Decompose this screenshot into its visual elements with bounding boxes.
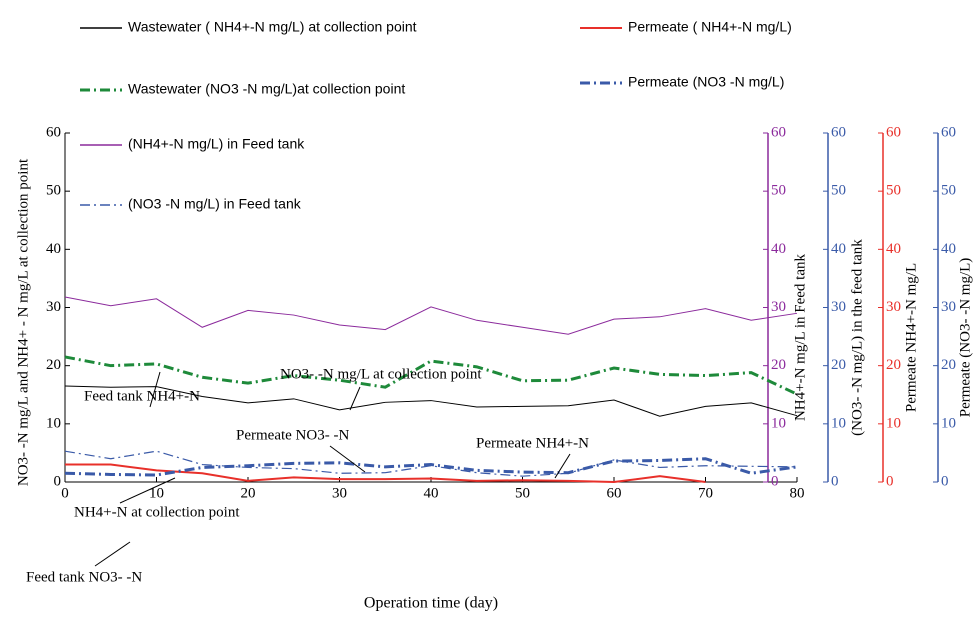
y-tick-label: 30 bbox=[771, 299, 786, 315]
y-tick-label: 40 bbox=[886, 241, 901, 257]
y-tick-label: 0 bbox=[941, 473, 949, 489]
legend-label: (NO3 -N mg/L) in Feed tank bbox=[128, 196, 302, 212]
y-tick-label: 50 bbox=[46, 183, 61, 199]
x-tick-label: 70 bbox=[698, 485, 713, 501]
y-tick-label: 0 bbox=[831, 473, 839, 489]
annotation-arrow bbox=[349, 386, 361, 411]
x-axis-title: Operation time (day) bbox=[364, 595, 498, 612]
series-line bbox=[64, 385, 798, 417]
y-tick-label: 50 bbox=[831, 183, 846, 199]
annotation: NH4+-N at collection point bbox=[74, 504, 240, 520]
y-tick-label: 60 bbox=[941, 124, 956, 140]
y-tick-label: 10 bbox=[46, 415, 61, 431]
y-tick-label: 50 bbox=[771, 183, 786, 199]
y-tick-label: 20 bbox=[941, 357, 956, 373]
y-tick-label: 40 bbox=[831, 241, 846, 257]
y-tick-label: 40 bbox=[941, 241, 956, 257]
y-tick-label: 20 bbox=[771, 357, 786, 373]
annotation: Permeate NO3- -N bbox=[236, 427, 349, 443]
x-tick-label: 20 bbox=[241, 485, 256, 501]
y-tick-label: 20 bbox=[831, 357, 846, 373]
x-tick-label: 80 bbox=[790, 485, 805, 501]
y-tick-label: 40 bbox=[46, 241, 61, 257]
x-tick-label: 40 bbox=[424, 485, 439, 501]
y-tick-label: 30 bbox=[831, 299, 846, 315]
y-tick-label: 10 bbox=[886, 415, 901, 431]
y-axis-title: NH4+-N mg/L in Feed tank bbox=[792, 253, 808, 421]
annotation-arrow bbox=[94, 541, 131, 567]
y-tick-label: 50 bbox=[886, 183, 901, 199]
y-tick-label: 10 bbox=[771, 415, 786, 431]
x-tick-label: 0 bbox=[61, 485, 69, 501]
series-line bbox=[64, 355, 798, 396]
y-axis-title: Permeate (NO3- -N mg/L) bbox=[957, 258, 973, 418]
y-tick-label: 0 bbox=[54, 473, 62, 489]
y-tick-label: 60 bbox=[831, 124, 846, 140]
x-tick-label: 60 bbox=[607, 485, 622, 501]
annotation-arrow bbox=[119, 477, 176, 504]
annotation-arrow bbox=[149, 371, 161, 408]
series-line bbox=[64, 457, 798, 477]
y-tick-label: 30 bbox=[886, 299, 901, 315]
y-tick-label: 10 bbox=[941, 415, 956, 431]
legend-label: Wastewater (NO3 -N mg/L)at collection po… bbox=[128, 81, 405, 97]
legend-label: Permeate (NO3 -N mg/L) bbox=[628, 74, 784, 90]
y-axis-title: (NO3- -N mg/L) in the feed tank bbox=[849, 239, 865, 436]
y-tick-label: 10 bbox=[831, 415, 846, 431]
y-tick-label: 0 bbox=[886, 473, 894, 489]
annotation: Feed tank NO3- -N bbox=[26, 569, 142, 585]
y-tick-label: 30 bbox=[941, 299, 956, 315]
annotation: Feed tank NH4+-N bbox=[84, 388, 200, 404]
y-tick-label: 20 bbox=[46, 357, 61, 373]
annotation-arrow bbox=[329, 445, 366, 473]
annotation: Permeate NH4+-N bbox=[476, 435, 589, 451]
y-tick-label: 20 bbox=[886, 357, 901, 373]
annotation: NO3- -N mg/L at collection point bbox=[280, 366, 482, 382]
y-tick-label: 40 bbox=[771, 241, 786, 257]
x-tick-label: 10 bbox=[149, 485, 164, 501]
series-line bbox=[64, 296, 798, 335]
x-tick-label: 50 bbox=[515, 485, 530, 501]
y-tick-label: 60 bbox=[771, 124, 786, 140]
x-tick-label: 30 bbox=[332, 485, 347, 501]
annotation-arrow bbox=[554, 453, 571, 479]
y-tick-label: 50 bbox=[941, 183, 956, 199]
y-tick-label: 0 bbox=[771, 473, 779, 489]
legend-label: (NH4+-N mg/L) in Feed tank bbox=[128, 136, 305, 152]
y-tick-label: 30 bbox=[46, 299, 61, 315]
series-line bbox=[64, 450, 798, 477]
y-axis-title: Permeate NH4+-N mg/L bbox=[903, 263, 919, 412]
y-axis-title: NO3- -N mg/L and NH4+ - N mg/L at collec… bbox=[15, 158, 31, 486]
y-tick-label: 60 bbox=[886, 124, 901, 140]
y-tick-label: 60 bbox=[46, 124, 61, 140]
legend-label: Wastewater ( NH4+-N mg/L) at collection … bbox=[128, 19, 417, 35]
legend-label: Permeate ( NH4+-N mg/L) bbox=[628, 19, 792, 35]
